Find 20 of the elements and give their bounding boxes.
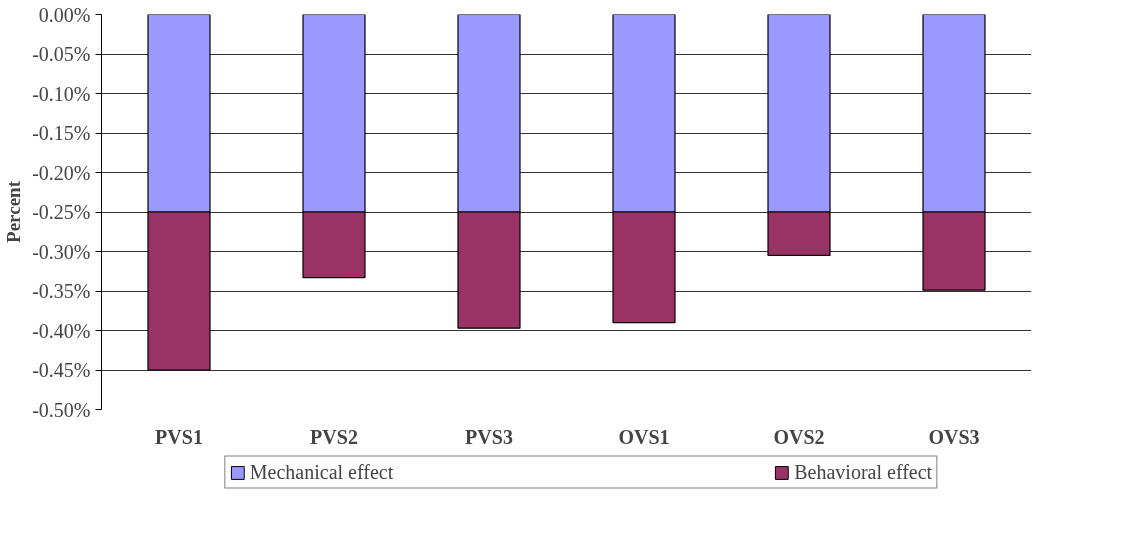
x-tick-label: PVS1: [155, 425, 203, 448]
y-tick-label: -0.35%: [32, 280, 91, 302]
y-tick-label: 0.00%: [38, 3, 91, 26]
y-tick-label: -0.40%: [32, 319, 91, 342]
x-tick-label: OVS2: [773, 425, 825, 448]
y-tick-label: -0.45%: [32, 359, 91, 381]
y-tick-label: -0.20%: [32, 161, 91, 184]
x-tick-label: OVS3: [928, 425, 980, 448]
y-tick-label: -0.25%: [32, 201, 91, 223]
legend-label: Mechanical effect: [249, 460, 394, 484]
y-axis-title: Percent: [3, 180, 25, 243]
x-tick-label: OVS1: [618, 425, 670, 448]
x-tick-label: PVS2: [310, 425, 358, 448]
x-tick-label: PVS3: [465, 425, 513, 448]
y-tick-label: -0.30%: [32, 240, 91, 263]
y-tick-label: -0.50%: [32, 398, 91, 421]
y-tick-label: -0.10%: [32, 82, 91, 105]
legend-label: Behavioral effect: [794, 460, 933, 484]
y-tick-label: -0.15%: [32, 122, 91, 144]
y-tick-label: -0.05%: [32, 43, 91, 65]
